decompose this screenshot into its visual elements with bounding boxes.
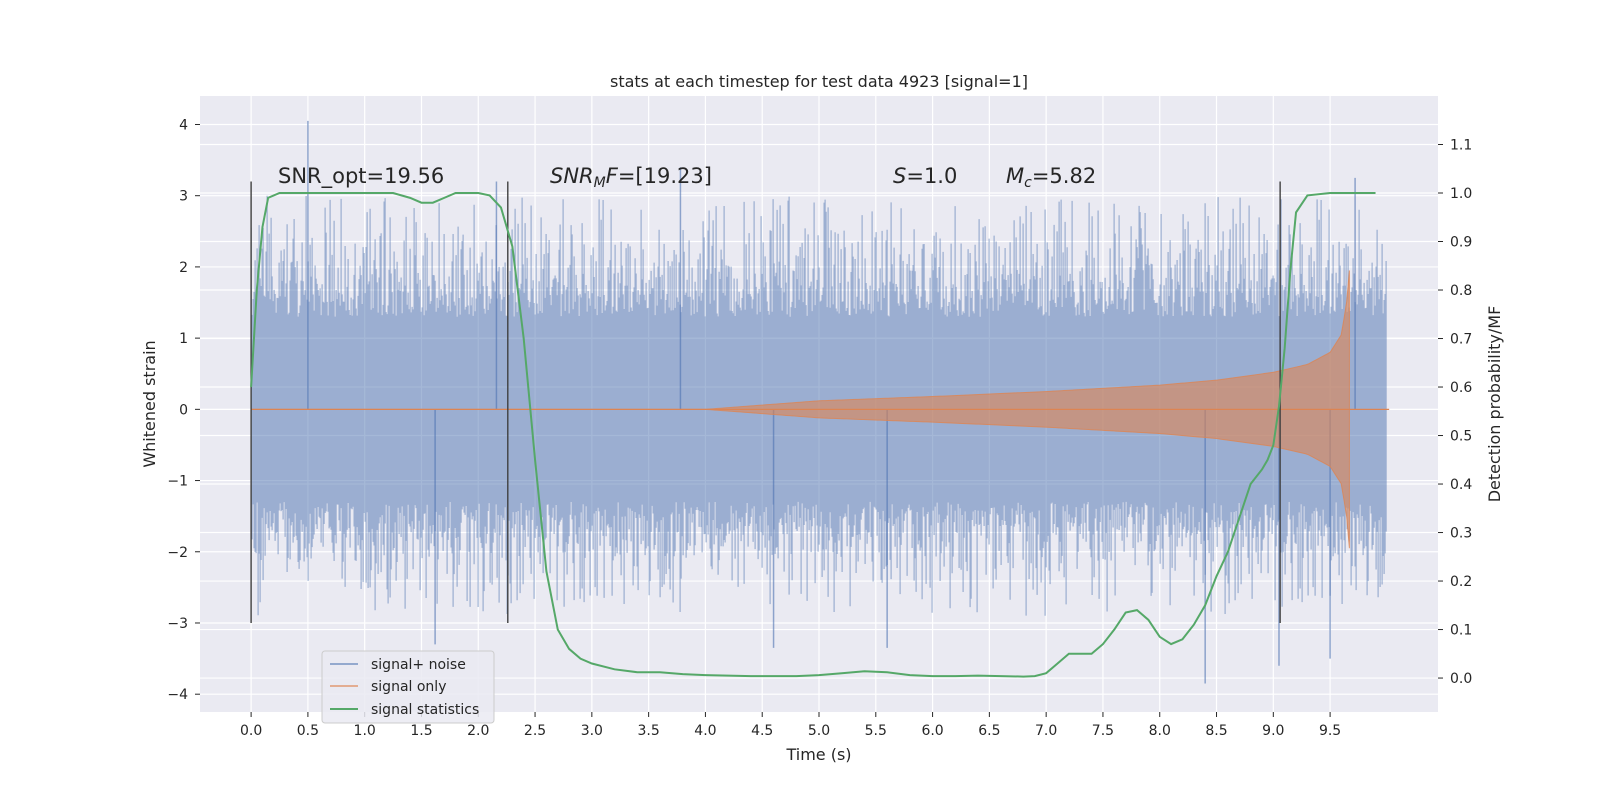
signal-statistics-line	[250, 192, 1376, 678]
y2-axis-ticks: 1.1 1.0 0.9 0.8 0.7 0.6 0.5 0.4 0.3 0.2 0.1 0.0	[1438, 138, 1472, 687]
legend-label-signal-plus-noise: signal+ noise	[371, 657, 466, 673]
x-tick-label-11: 5.5	[865, 723, 887, 739]
annotation-s-name: S	[893, 164, 906, 188]
y-tick-label-6: −2	[167, 545, 188, 561]
x-tick-label-0: 0.0	[240, 723, 262, 739]
y-tick-label-2: 2	[179, 260, 188, 276]
x-tick-label-3: 1.5	[410, 723, 432, 739]
annotation-mc-name: M	[1006, 164, 1024, 188]
x-tick-label-5: 2.5	[524, 723, 546, 739]
x-tick-label-17: 8.5	[1205, 723, 1227, 739]
x-tick-label-16: 8.0	[1149, 723, 1171, 739]
y2-tick-label-10: 0.1	[1450, 623, 1472, 639]
x-axis-ticks: 0.0 0.5 1.0 1.5 2.0 2.5 3.0 3.5 4.0 4.5 5.0 5.5 6.0 6…	[240, 712, 1341, 739]
annotation-snr-opt: SNR_opt=19.56	[278, 164, 444, 189]
y2-tick-label-5: 0.6	[1450, 380, 1472, 396]
y2-tick-label-6: 0.5	[1450, 429, 1472, 445]
x-axis-label: Time (s)	[785, 745, 851, 764]
x-tick-label-19: 9.5	[1319, 723, 1341, 739]
legend-label-signal-only: signal only	[371, 679, 446, 695]
legend: signal+ noise signal only signal statist…	[321, 650, 495, 724]
annotation-snr-mf-value: =[19.23]	[618, 164, 712, 188]
x-tick-label-1: 0.5	[297, 723, 319, 739]
annotation-mc: Mc=5.82	[1006, 164, 1096, 191]
x-tick-label-2: 1.0	[354, 723, 376, 739]
x-tick-label-10: 5.0	[808, 723, 830, 739]
y-tick-label-3: 1	[179, 331, 188, 347]
y-axis-label: Whitened strain	[140, 340, 159, 467]
annotation-snr-mf: SNRMF=[19.23]	[550, 164, 712, 191]
y-tick-label-8: −4	[167, 687, 188, 703]
y2-tick-label-2: 0.9	[1450, 235, 1472, 251]
y2-axis-label: Detection probability/MF	[1485, 306, 1504, 503]
x-tick-label-8: 4.0	[694, 723, 716, 739]
x-tick-label-7: 3.5	[638, 723, 660, 739]
y-tick-label-1: 3	[179, 189, 188, 205]
y2-tick-label-9: 0.2	[1450, 574, 1472, 590]
x-tick-label-18: 9.0	[1262, 723, 1284, 739]
y2-tick-label-8: 0.3	[1450, 526, 1472, 542]
y-tick-label-4: 0	[179, 402, 188, 418]
annotation-snr-mf-name: SNR	[550, 164, 594, 188]
chart-title: stats at each timestep for test data 492…	[610, 72, 1028, 91]
y2-tick-label-1: 1.0	[1450, 186, 1472, 202]
y2-tick-label-3: 0.8	[1450, 283, 1472, 299]
x-tick-label-15: 7.5	[1092, 723, 1114, 739]
y2-tick-label-7: 0.4	[1450, 477, 1472, 493]
y-axis-ticks: 4 3 2 1 0 −1 −2 −3 −4	[167, 117, 200, 703]
annotation-s-value: =1.0	[906, 164, 957, 188]
y2-tick-label-11: 0.0	[1450, 671, 1472, 687]
series-signal-only	[251, 270, 1390, 549]
y2-tick-label-4: 0.7	[1450, 332, 1472, 348]
x-tick-label-13: 6.5	[978, 723, 1000, 739]
legend-label-signal-statistics: signal statistics	[371, 702, 479, 718]
annotation-mc-value: =5.82	[1032, 164, 1096, 188]
x-tick-label-14: 7.0	[1035, 723, 1057, 739]
annotation-s: S=1.0	[893, 164, 957, 188]
x-tick-label-9: 4.5	[751, 723, 773, 739]
x-tick-label-6: 3.0	[581, 723, 603, 739]
annotation-snr-mf-subscript: M	[594, 175, 606, 191]
y-tick-label-0: 4	[179, 117, 188, 133]
y-tick-label-7: −3	[167, 616, 188, 632]
annotation-snr-mf-f: F	[606, 164, 619, 188]
series-signal-statistics	[250, 192, 1376, 678]
x-tick-label-4: 2.0	[467, 723, 489, 739]
y-tick-label-5: −1	[167, 474, 188, 490]
y2-tick-label-0: 1.1	[1450, 138, 1472, 154]
annotation-mc-subscript: c	[1024, 175, 1032, 191]
x-tick-label-12: 6.0	[921, 723, 943, 739]
legend-box	[321, 650, 495, 724]
